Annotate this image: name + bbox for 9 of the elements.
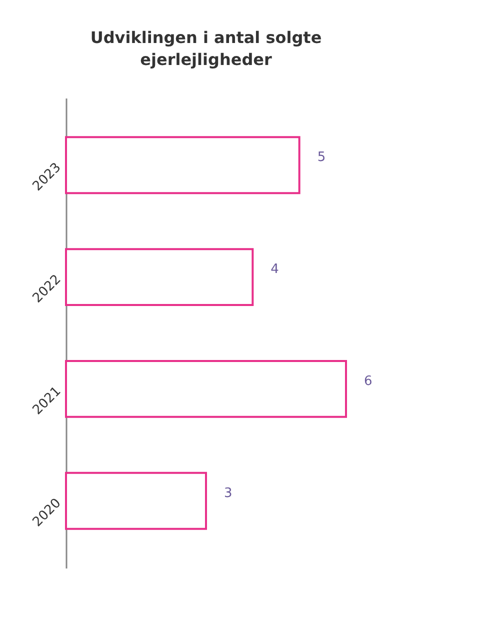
chart-title: Udviklingen i antal solgte ejerlejligheder	[90, 28, 322, 69]
bar	[65, 248, 254, 306]
data-label: 4	[270, 262, 279, 278]
bar	[65, 360, 347, 418]
data-label: 5	[317, 150, 326, 166]
bar	[65, 136, 300, 194]
data-label: 6	[364, 374, 372, 389]
data-label: 3	[224, 486, 232, 501]
bar	[65, 472, 207, 530]
